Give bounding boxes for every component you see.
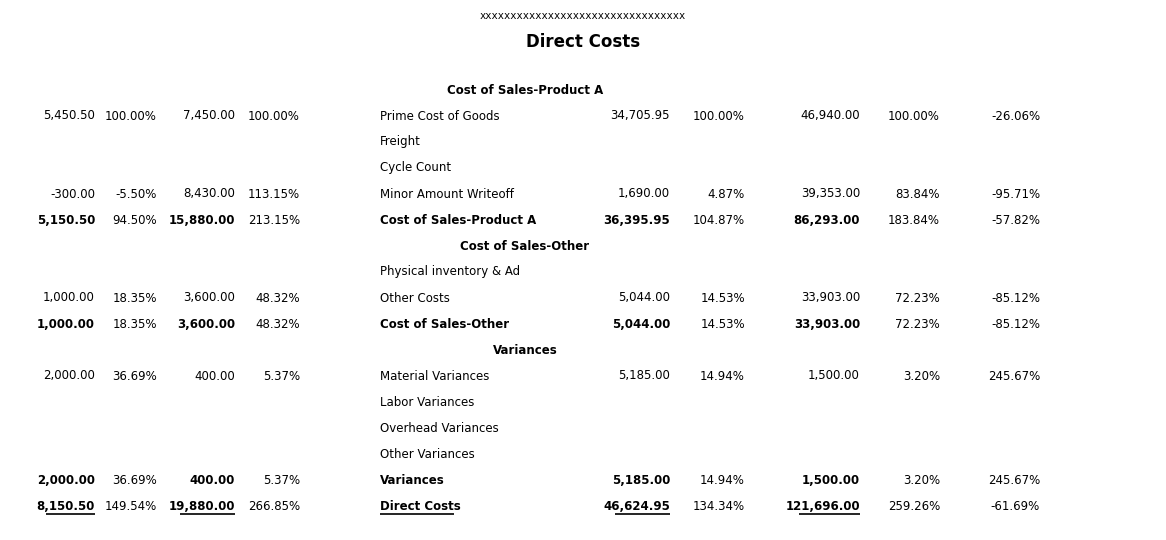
Text: 245.67%: 245.67% — [988, 474, 1040, 487]
Text: 1,500.00: 1,500.00 — [802, 474, 861, 487]
Text: 3.20%: 3.20% — [902, 474, 940, 487]
Text: 245.67%: 245.67% — [988, 369, 1040, 382]
Text: 14.53%: 14.53% — [701, 318, 745, 330]
Text: 266.85%: 266.85% — [248, 500, 300, 512]
Text: 18.35%: 18.35% — [112, 318, 157, 330]
Text: -5.50%: -5.50% — [115, 187, 157, 200]
Text: 48.32%: 48.32% — [255, 318, 300, 330]
Text: 7,450.00: 7,450.00 — [183, 110, 236, 123]
Text: Other Costs: Other Costs — [380, 292, 450, 305]
Text: Direct Costs: Direct Costs — [526, 33, 640, 51]
Text: 72.23%: 72.23% — [895, 318, 940, 330]
Text: Cost of Sales-Product A: Cost of Sales-Product A — [447, 84, 603, 97]
Text: -95.71%: -95.71% — [991, 187, 1040, 200]
Text: 5,044.00: 5,044.00 — [618, 292, 670, 305]
Text: Minor Amount Writeoff: Minor Amount Writeoff — [380, 187, 514, 200]
Text: -26.06%: -26.06% — [991, 110, 1040, 123]
Text: 39,353.00: 39,353.00 — [801, 187, 861, 200]
Text: 259.26%: 259.26% — [887, 500, 940, 512]
Text: 48.32%: 48.32% — [255, 292, 300, 305]
Text: 400.00: 400.00 — [195, 369, 236, 382]
Text: 1,000.00: 1,000.00 — [43, 292, 94, 305]
Text: 100.00%: 100.00% — [693, 110, 745, 123]
Text: 46,940.00: 46,940.00 — [800, 110, 861, 123]
Text: 213.15%: 213.15% — [248, 213, 300, 226]
Text: 14.94%: 14.94% — [700, 474, 745, 487]
Text: 83.84%: 83.84% — [895, 187, 940, 200]
Text: 18.35%: 18.35% — [112, 292, 157, 305]
Text: 134.34%: 134.34% — [693, 500, 745, 512]
Text: 33,903.00: 33,903.00 — [794, 318, 861, 330]
Text: Physical inventory & Ad: Physical inventory & Ad — [380, 266, 520, 279]
Text: Freight: Freight — [380, 136, 421, 148]
Text: -61.69%: -61.69% — [991, 500, 1040, 512]
Text: Cycle Count: Cycle Count — [380, 161, 451, 174]
Text: 5.37%: 5.37% — [262, 474, 300, 487]
Text: 5,185.00: 5,185.00 — [612, 474, 670, 487]
Text: 4.87%: 4.87% — [708, 187, 745, 200]
Text: 1,500.00: 1,500.00 — [808, 369, 861, 382]
Text: 1,690.00: 1,690.00 — [618, 187, 670, 200]
Text: Overhead Variances: Overhead Variances — [380, 422, 499, 435]
Text: 100.00%: 100.00% — [888, 110, 940, 123]
Text: 3,600.00: 3,600.00 — [183, 292, 236, 305]
Text: 121,696.00: 121,696.00 — [786, 500, 861, 512]
Text: 8,430.00: 8,430.00 — [183, 187, 236, 200]
Text: 33,903.00: 33,903.00 — [801, 292, 861, 305]
Text: 46,624.95: 46,624.95 — [603, 500, 670, 512]
Text: -300.00: -300.00 — [50, 187, 94, 200]
Text: 36,395.95: 36,395.95 — [603, 213, 670, 226]
Text: 72.23%: 72.23% — [895, 292, 940, 305]
Text: Other Variances: Other Variances — [380, 448, 475, 461]
Text: Cost of Sales-Other: Cost of Sales-Other — [461, 240, 590, 253]
Text: 14.94%: 14.94% — [700, 369, 745, 382]
Text: 5,150.50: 5,150.50 — [36, 213, 94, 226]
Text: 100.00%: 100.00% — [105, 110, 157, 123]
Text: Variances: Variances — [492, 343, 557, 356]
Text: 1,000.00: 1,000.00 — [37, 318, 94, 330]
Text: 400.00: 400.00 — [190, 474, 236, 487]
Text: 34,705.95: 34,705.95 — [611, 110, 670, 123]
Text: -85.12%: -85.12% — [991, 292, 1040, 305]
Text: 36.69%: 36.69% — [112, 369, 157, 382]
Text: -57.82%: -57.82% — [991, 213, 1040, 226]
Text: Material Variances: Material Variances — [380, 369, 490, 382]
Text: 149.54%: 149.54% — [105, 500, 157, 512]
Text: xxxxxxxxxxxxxxxxxxxxxxxxxxxxxxxxx: xxxxxxxxxxxxxxxxxxxxxxxxxxxxxxxxx — [480, 11, 686, 21]
Text: 94.50%: 94.50% — [112, 213, 157, 226]
Text: 86,293.00: 86,293.00 — [794, 213, 861, 226]
Text: 2,000.00: 2,000.00 — [43, 369, 94, 382]
Text: 36.69%: 36.69% — [112, 474, 157, 487]
Text: 19,880.00: 19,880.00 — [169, 500, 236, 512]
Text: 100.00%: 100.00% — [248, 110, 300, 123]
Text: 8,150.50: 8,150.50 — [36, 500, 94, 512]
Text: Cost of Sales-Other: Cost of Sales-Other — [380, 318, 510, 330]
Text: 5,185.00: 5,185.00 — [618, 369, 670, 382]
Text: -85.12%: -85.12% — [991, 318, 1040, 330]
Text: Prime Cost of Goods: Prime Cost of Goods — [380, 110, 499, 123]
Text: 113.15%: 113.15% — [248, 187, 300, 200]
Text: 183.84%: 183.84% — [888, 213, 940, 226]
Text: Cost of Sales-Product A: Cost of Sales-Product A — [380, 213, 536, 226]
Text: 14.53%: 14.53% — [701, 292, 745, 305]
Text: Variances: Variances — [380, 474, 444, 487]
Text: 15,880.00: 15,880.00 — [169, 213, 236, 226]
Text: 3.20%: 3.20% — [902, 369, 940, 382]
Text: 3,600.00: 3,600.00 — [177, 318, 236, 330]
Text: 5,044.00: 5,044.00 — [612, 318, 670, 330]
Text: 5,450.50: 5,450.50 — [43, 110, 94, 123]
Text: 104.87%: 104.87% — [693, 213, 745, 226]
Text: 2,000.00: 2,000.00 — [37, 474, 94, 487]
Text: 5.37%: 5.37% — [262, 369, 300, 382]
Text: Direct Costs: Direct Costs — [380, 500, 461, 512]
Text: Labor Variances: Labor Variances — [380, 395, 475, 408]
